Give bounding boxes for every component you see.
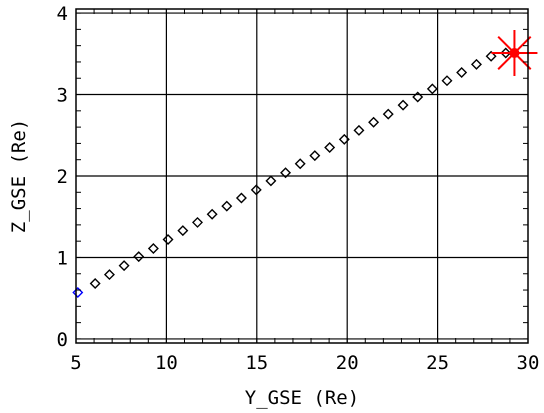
- data-point-diamond: [72, 287, 84, 298]
- data-point-diamond: [338, 133, 350, 145]
- data-point-diamond: [324, 141, 336, 153]
- x-tick-labels: 5 10 15 20 25 30: [70, 352, 539, 374]
- data-point-diamond: [441, 75, 453, 87]
- y-axis-label: Z_GSE (Re): [8, 119, 30, 233]
- data-point-diamond: [235, 192, 247, 204]
- data-point-diamond: [133, 251, 145, 263]
- data-point-diamond: [118, 260, 130, 272]
- y-tick-labels: 0 1 2 3 4: [57, 3, 68, 351]
- x-tick-label: 10: [155, 352, 178, 374]
- star-center-dot: [509, 47, 520, 58]
- x-tick-label: 5: [70, 352, 81, 374]
- data-point-diamond: [265, 175, 277, 187]
- data-point-diamond: [426, 83, 438, 95]
- x-tick-label: 30: [517, 352, 540, 374]
- x-tick-label: 15: [245, 352, 268, 374]
- data-point-diamond: [412, 91, 424, 103]
- data-point-diamond: [368, 116, 380, 128]
- data-point-diamond: [192, 216, 203, 228]
- data-point-diamond: [280, 167, 292, 179]
- data-point-diamond: [353, 124, 365, 136]
- x-tick-label: 25: [426, 352, 449, 374]
- data-point-diamond: [309, 150, 321, 162]
- x-axis-label: Y_GSE (Re): [245, 387, 359, 409]
- end-point-star: [491, 29, 538, 76]
- data-point-diamond: [456, 67, 468, 79]
- y-tick-label: 0: [57, 329, 68, 351]
- x-tick-label: 20: [336, 352, 359, 374]
- data-point-diamond: [485, 50, 497, 62]
- data-point-diamond: [162, 234, 174, 246]
- data-point-diamond: [177, 225, 189, 237]
- y-tick-label: 1: [57, 247, 68, 269]
- data-point-diamond: [221, 200, 233, 212]
- data-point-diamond: [147, 243, 159, 254]
- y-tick-label: 2: [57, 166, 68, 188]
- data-point-diamond: [382, 108, 394, 120]
- y-tick-label: 3: [57, 85, 68, 107]
- data-point-diamond: [397, 99, 409, 111]
- tick-marks: [75, 9, 529, 343]
- data-point-diamond: [206, 208, 218, 220]
- data-point-diamond: [470, 58, 482, 70]
- data-point-diamond: [89, 278, 101, 290]
- data-point-diamond: [294, 158, 306, 170]
- data-point-diamond: [500, 47, 512, 59]
- data-point-diamond: [103, 269, 115, 281]
- grid-lines: [76, 9, 528, 343]
- plot-markers: [72, 29, 538, 298]
- y-tick-label: 4: [57, 3, 68, 25]
- data-point-diamond: [250, 184, 262, 196]
